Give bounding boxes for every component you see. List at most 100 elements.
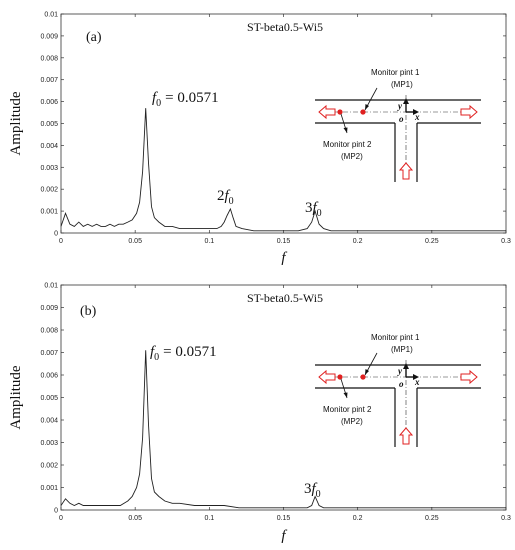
harmonic-3-annotation: 3f0 (304, 481, 321, 500)
inlet-arrow-bottom (398, 162, 414, 180)
y-tick-label: 0.009 (40, 305, 58, 312)
f0-symbol: f (150, 344, 156, 360)
harmonic-3-annotation: 3f0 (305, 200, 322, 219)
f0-annotation: f0 = 0.0571 (150, 344, 217, 363)
y-tick-label: 0.005 (40, 121, 58, 128)
inset-x-label: x (414, 112, 420, 122)
mp1-abbr: (MP1) (391, 345, 413, 354)
mp2-abbr: (MP2) (341, 152, 363, 161)
y-tick-label: 0 (54, 508, 58, 515)
x-tick-label: 0.15 (277, 238, 291, 245)
x-tick-label: 0.15 (277, 515, 291, 522)
y-tick-label: 0.008 (40, 328, 58, 335)
mp1-abbr: (MP1) (391, 80, 413, 89)
f0-annotation: f0 = 0.0571 (152, 90, 219, 109)
y-tick-label: 0.005 (40, 395, 58, 402)
x-tick-label: 0.25 (425, 238, 439, 245)
x-axis-arrowhead (413, 109, 419, 115)
f0-symbol: f (152, 90, 158, 106)
y-tick-label: 0.007 (40, 77, 58, 84)
harmonic-2-subscript: 0 (229, 196, 234, 207)
y-tick-label: 0.001 (40, 209, 58, 216)
mp2-leader-head (343, 127, 348, 133)
f0-value: = 0.0571 (165, 90, 218, 106)
x-tick-label: 0.05 (128, 515, 142, 522)
harmonic-3-coef: 3 (304, 481, 312, 497)
panel-label: (a) (86, 30, 102, 45)
x-tick-label: 0 (59, 515, 63, 522)
y-tick-label: 0.01 (44, 12, 58, 19)
mp2-name: Monitor pint 2 (323, 140, 372, 149)
y-tick-label: 0.004 (40, 143, 58, 150)
y-tick-label: 0.001 (40, 485, 58, 492)
f0-subscript: 0 (154, 352, 159, 363)
x-tick-label: 0.3 (501, 515, 511, 522)
y-tick-label: 0.004 (40, 418, 58, 425)
monitor-point-2-marker (337, 109, 343, 115)
inset-t-junction: y xo Monitor pint 1 (MP1) Monitor pint 2 (MP2… (315, 333, 481, 447)
series-line (60, 350, 506, 509)
y-tick-label: 0.01 (44, 283, 58, 290)
harmonic-2-symbol: f (225, 188, 231, 204)
monitor-point-1-marker (360, 374, 366, 380)
mp1-name: Monitor pint 1 (371, 333, 420, 342)
y-tick-label: 0.003 (40, 165, 58, 172)
mp1-leader-head (365, 369, 369, 375)
x-axis-title: f (281, 250, 287, 266)
y-axis-title: Amplitude (8, 365, 24, 430)
chart-panel-b: 0 0.05 0.1 0.15 0.2 0.25 0.3 0 0.001 0.002 0.003 0.… (8, 283, 511, 545)
x-tick-label: 0.1 (204, 515, 214, 522)
outlet-arrow-left (318, 104, 336, 120)
y-tick-label: 0.006 (40, 99, 58, 106)
mp1-name: Monitor pint 1 (371, 68, 420, 77)
inset-y-label: y (397, 366, 403, 376)
chart-title: ST-beta0.5-Wi5 (247, 291, 323, 305)
x-tick-label: 0.1 (204, 238, 214, 245)
harmonic-3-subscript: 0 (316, 489, 321, 500)
plot-frame (60, 284, 507, 511)
harmonic-3-symbol: f (313, 200, 319, 216)
harmonic-2-annotation: 2f0 (217, 188, 234, 207)
x-tick-label: 0.2 (353, 238, 363, 245)
outlet-arrow-right (460, 369, 478, 385)
f0-value: = 0.0571 (163, 344, 216, 360)
x-tick-label: 0.3 (501, 238, 511, 245)
series-line (60, 108, 506, 232)
y-tick-label: 0.008 (40, 55, 58, 62)
harmonic-3-coef: 3 (305, 200, 313, 216)
mp2-abbr: (MP2) (341, 417, 363, 426)
chart-panel-a: 0 0.05 0.1 0.15 0.2 0.25 0.3 0 0.001 0.002 0.003 0.… (8, 12, 511, 267)
harmonic-3-symbol: f (312, 481, 318, 497)
inset-y-label: y (397, 101, 403, 111)
panel-label: (b) (80, 304, 97, 319)
harmonic-2-coef: 2 (217, 188, 225, 204)
x-tick-label: 0.2 (353, 515, 363, 522)
inset-x-label: x (414, 377, 420, 387)
harmonic-3-subscript: 0 (317, 208, 322, 219)
x-axis-title: f (281, 528, 287, 544)
x-tick-label: 0.25 (425, 515, 439, 522)
mp1-leader-head (365, 104, 369, 110)
y-tick-label: 0.006 (40, 373, 58, 380)
x-tick-label: 0.05 (128, 238, 142, 245)
y-axis-arrowhead (403, 363, 409, 369)
x-tick-label: 0 (59, 238, 63, 245)
monitor-point-1-marker (360, 109, 366, 115)
inset-origin-label: o (399, 114, 404, 124)
y-axis-arrowhead (403, 98, 409, 104)
y-tick-label: 0.002 (40, 187, 58, 194)
inset-origin-label: o (399, 379, 404, 389)
y-tick-label: 0 (54, 231, 58, 238)
monitor-point-2-marker (337, 374, 343, 380)
f0-subscript: 0 (156, 98, 161, 109)
chart-title: ST-beta0.5-Wi5 (247, 20, 323, 34)
y-axis-title: Amplitude (8, 91, 24, 156)
y-tick-label: 0.002 (40, 463, 58, 470)
mp2-name: Monitor pint 2 (323, 405, 372, 414)
inset-t-junction: y xo Monitor pint 1 (MP1) Monitor pint 2 (MP2… (315, 68, 481, 182)
x-axis-arrowhead (413, 374, 419, 380)
inlet-arrow-bottom (398, 427, 414, 445)
y-tick-label: 0.007 (40, 350, 58, 357)
y-tick-label: 0.009 (40, 33, 58, 40)
